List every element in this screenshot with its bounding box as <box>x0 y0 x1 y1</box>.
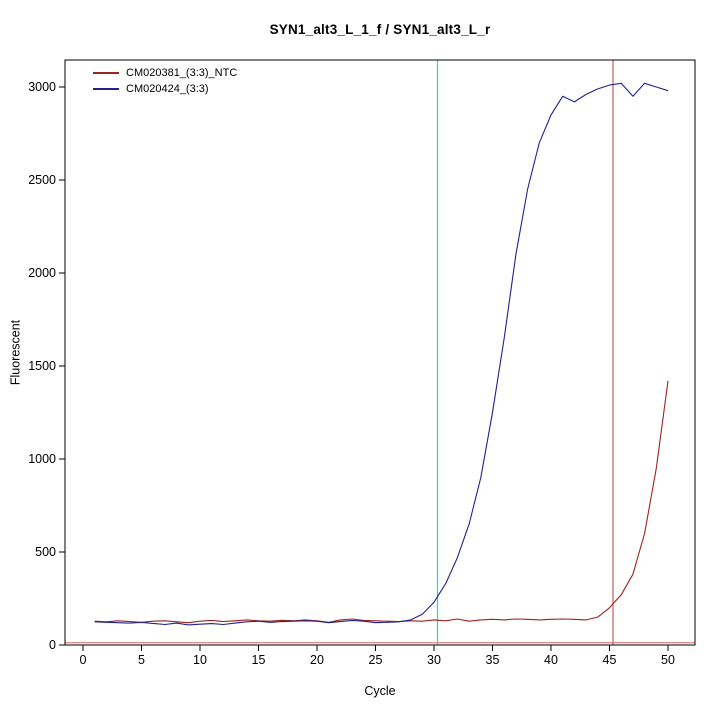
y-axis-label: Fluorescent <box>8 319 23 386</box>
x-tick-label: 20 <box>310 653 324 667</box>
plot-frame <box>64 59 696 646</box>
x-tick-label: 15 <box>252 653 266 667</box>
x-tick-label: 35 <box>486 653 500 667</box>
y-tick-label: 2000 <box>28 266 56 280</box>
y-tick-label: 500 <box>35 545 56 559</box>
y-tick-label: 0 <box>49 638 56 652</box>
legend-item-sample: CM020424_(3:3) <box>93 82 237 96</box>
legend: CM020381_(3:3)_NTC CM020424_(3:3) <box>93 66 237 96</box>
x-tick-label: 10 <box>193 653 207 667</box>
x-tick-label: 40 <box>544 653 558 667</box>
legend-line-red <box>93 72 119 74</box>
chart-title: SYN1_alt3_L_1_f / SYN1_alt3_L_r <box>269 22 491 37</box>
x-tick-label: 50 <box>661 653 675 667</box>
x-tick-label: 0 <box>80 653 87 667</box>
legend-line-blue <box>93 88 119 90</box>
y-tick-label: 1000 <box>28 452 56 466</box>
y-tick-label: 1500 <box>28 359 56 373</box>
x-tick-label: 45 <box>603 653 617 667</box>
legend-label-ntc: CM020381_(3:3)_NTC <box>126 67 238 79</box>
x-axis-label: Cycle <box>364 684 396 698</box>
x-tick-label: 5 <box>138 653 145 667</box>
x-tick-label: 25 <box>369 653 383 667</box>
y-tick-label: 2500 <box>28 173 56 187</box>
series-line-0 <box>94 380 669 624</box>
series-line-1 <box>94 82 669 626</box>
legend-label-sample: CM020424_(3:3) <box>126 83 209 95</box>
legend-item-ntc: CM020381_(3:3)_NTC <box>93 66 237 80</box>
y-tick-label: 3000 <box>28 80 56 94</box>
x-tick-label: 30 <box>427 653 441 667</box>
